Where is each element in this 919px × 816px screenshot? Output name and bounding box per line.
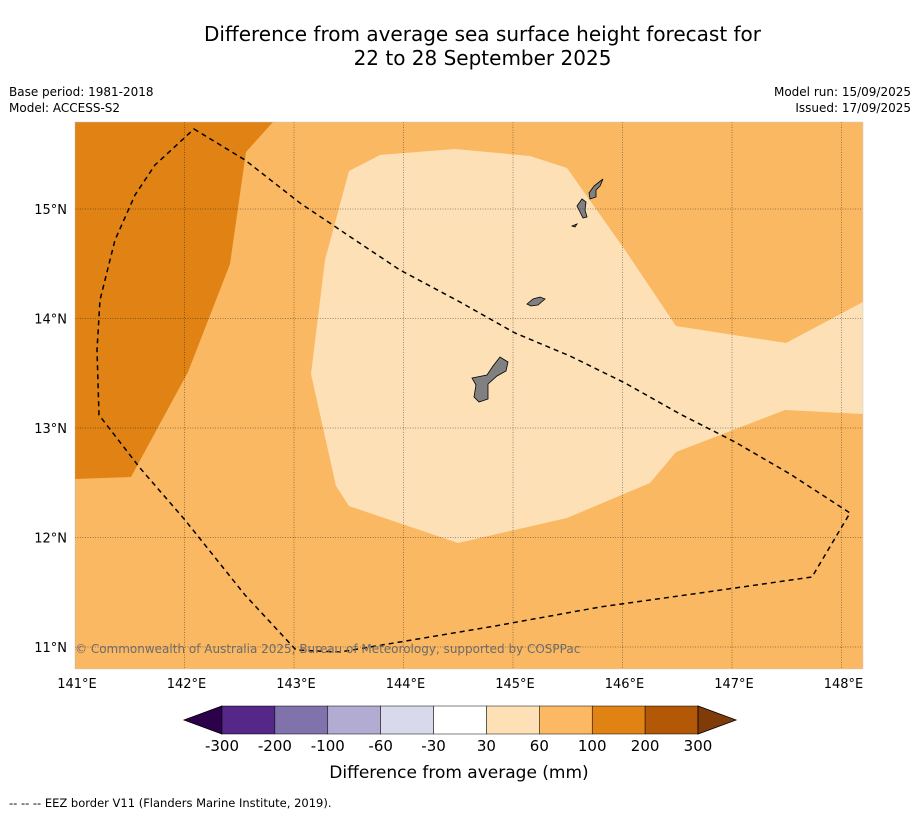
eez-legend-footer: -- -- -- EEZ border V11 (Flanders Marine… — [9, 796, 332, 810]
contour-30-60 — [311, 149, 863, 543]
latitude-labels: 15°N 14°N 13°N 12°N 11°N — [34, 203, 67, 656]
lon-tick-label: 143°E — [276, 677, 316, 692]
model-run: Model run: 15/09/2025 — [773, 85, 911, 99]
contour-100-200 — [75, 122, 273, 479]
meta-left: Base period: 1981-2018 Model: ACCESS-S2 — [9, 84, 154, 116]
islands — [471, 178, 604, 403]
colorbar-bin — [433, 705, 487, 735]
colorbar-tick: -100 — [311, 737, 345, 755]
colorbar-bin — [539, 705, 593, 735]
lat-tick-label: 11°N — [34, 641, 67, 656]
lon-tick-label: 142°E — [167, 677, 207, 692]
map-title: Difference from average sea surface heig… — [0, 22, 919, 70]
model-name: Model: ACCESS-S2 — [9, 101, 121, 115]
map-area: © Commonwealth of Australia 2025, Bureau… — [75, 122, 863, 669]
colorbar-bin — [591, 705, 646, 735]
colorbar-over-arrow — [697, 705, 738, 735]
colorbar-bin — [380, 705, 434, 735]
colorbar-tick: 100 — [578, 737, 607, 755]
issued-date: Issued: 17/09/2025 — [795, 101, 911, 115]
lon-tick-label: 145°E — [495, 677, 535, 692]
colorbar-tick: -60 — [368, 737, 393, 755]
lon-tick-label: 141°E — [57, 677, 97, 692]
lon-tick-label: 146°E — [605, 677, 645, 692]
colorbar-tick: 200 — [631, 737, 660, 755]
colorbar — [182, 705, 738, 735]
colorbar-under-arrow — [182, 705, 223, 735]
island-rota — [526, 296, 546, 307]
map-copyright: © Commonwealth of Australia 2025, Bureau… — [75, 642, 580, 656]
colorbar-bin — [644, 705, 699, 735]
eez-border — [96, 128, 852, 653]
longitude-labels: 141°E 142°E 143°E 144°E 145°E 146°E 147°E 148°E — [57, 677, 863, 692]
colorbar-tick: 300 — [684, 737, 713, 755]
colorbar-bin — [327, 705, 381, 735]
title-line-2: 22 to 28 September 2025 — [353, 46, 612, 70]
island-saipan — [588, 178, 604, 200]
map-frame — [74, 121, 864, 670]
lon-tick-label: 148°E — [824, 677, 864, 692]
lat-tick-label: 15°N — [34, 203, 67, 218]
colorbar-bin — [274, 705, 329, 735]
lon-tick-label: 147°E — [714, 677, 754, 692]
colorbar-tick-labels: -300 -200 -100 -60 -30 30 60 100 200 300 — [205, 737, 712, 755]
lat-tick-label: 12°N — [34, 532, 67, 547]
island-guam — [471, 356, 509, 403]
colorbar-bin — [486, 705, 540, 735]
colorbar-tick: 60 — [530, 737, 549, 755]
meta-right: Model run: 15/09/2025 Issued: 17/09/2025 — [774, 84, 911, 116]
island-aguijan — [570, 223, 579, 228]
lon-tick-label: 144°E — [386, 677, 426, 692]
lat-tick-label: 13°N — [34, 422, 67, 437]
colorbar-tick: 30 — [477, 737, 496, 755]
island-tinian — [576, 198, 588, 219]
colorbar-tick: -300 — [205, 737, 239, 755]
grid-lines — [75, 122, 863, 669]
title-line-1: Difference from average sea surface heig… — [203, 22, 762, 46]
base-period: Base period: 1981-2018 — [9, 85, 154, 99]
colorbar-label: Difference from average (mm) — [329, 763, 588, 783]
colorbar-bin — [221, 705, 276, 735]
lat-tick-label: 14°N — [34, 313, 67, 328]
colorbar-tick: -200 — [258, 737, 292, 755]
colorbar-tick: -30 — [421, 737, 446, 755]
